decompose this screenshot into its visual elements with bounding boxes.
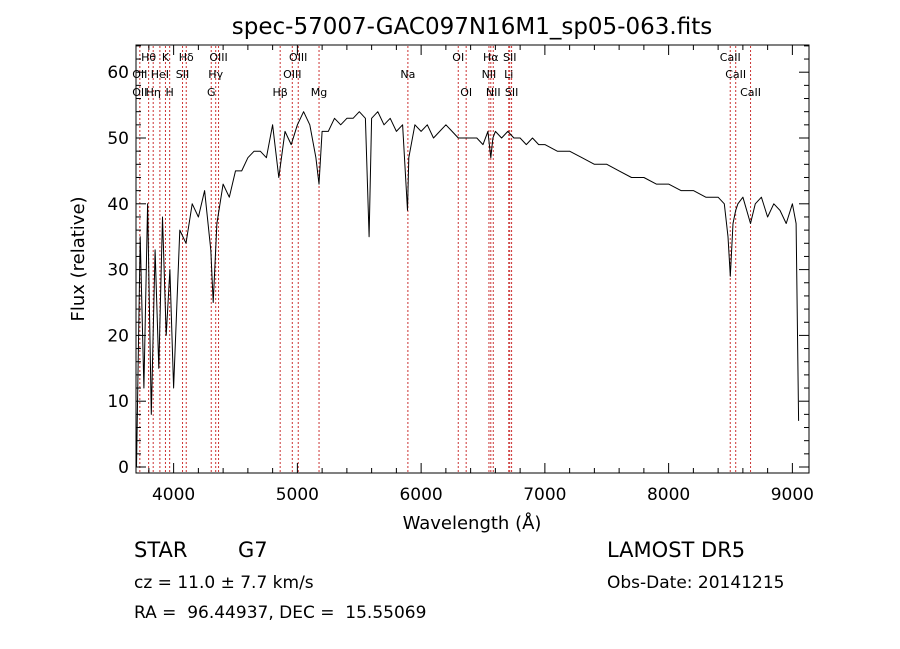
observation-date: Obs-Date: 20141215 (607, 573, 785, 593)
coordinates: RA = 96.44937, DEC = 15.55069 (134, 603, 427, 623)
x-tick-label-1: 5000 (276, 485, 319, 505)
x-axis-label: Wavelength (Å) (403, 512, 542, 534)
line-label-7: SII (503, 51, 516, 64)
y-tick-label-0: 0 (118, 458, 129, 478)
line-label-10: HeI (151, 68, 169, 81)
line-markers (139, 46, 752, 472)
spectrum-line (136, 111, 800, 468)
line-label-26: SII (505, 86, 518, 99)
survey-name: LAMOST DR5 (607, 538, 746, 562)
line-label-17: CaII (725, 68, 746, 81)
line-label-4: OIII (289, 51, 307, 64)
y-tick-label-4: 40 (107, 195, 129, 215)
line-label-23: Mg (311, 86, 327, 99)
redshift-value: cz = 11.0 ± 7.7 km/s (134, 573, 314, 593)
line-label-8: CaII (720, 51, 741, 64)
line-label-25: NII (486, 86, 501, 99)
line-label-5: OI (452, 51, 464, 64)
line-label-20: H (166, 86, 174, 99)
y-tick-label-3: 30 (107, 261, 129, 281)
line-label-15: NII (482, 68, 497, 81)
line-label-11: SII (176, 68, 189, 81)
y-tick-label-6: 60 (107, 63, 129, 83)
plot-frame (135, 44, 810, 474)
line-label-9: OII (132, 68, 147, 81)
spectrum-series (136, 111, 800, 468)
line-label-13: OIII (283, 68, 301, 81)
line-label-6: Hα (483, 51, 499, 64)
x-tick-label-3: 7000 (523, 485, 566, 505)
line-label-3: OIII (209, 51, 227, 64)
x-tick-label-0: 4000 (152, 485, 195, 505)
line-label-2: Hδ (179, 51, 194, 64)
line-label-1: K (162, 51, 170, 64)
line-label-16: Li (504, 68, 513, 81)
line-labels: Hθ K Hδ OIII OIII OI Hα SII CaII OII HeI SII Hγ OIII N… (132, 51, 761, 99)
y-tick-label-1: 10 (107, 392, 129, 412)
y-tick-label-2: 20 (107, 326, 129, 346)
line-label-0: Hθ (141, 51, 156, 64)
line-label-21: G (207, 86, 216, 99)
y-tick-label-5: 50 (107, 129, 129, 149)
line-label-27: CaII (740, 86, 761, 99)
y-axis-label: Flux (relative) (68, 196, 89, 321)
line-label-14: Na (400, 68, 415, 81)
line-label-19: Hη (146, 86, 161, 99)
x-tick-label-4: 8000 (647, 485, 690, 505)
object-subclass: G7 (238, 538, 268, 562)
tick-labels: 4000 5000 6000 7000 8000 9000 0 10 20 30 40 50 60 (107, 63, 814, 505)
line-label-12: Hγ (208, 68, 223, 81)
line-label-22: Hβ (273, 86, 288, 99)
object-class: STAR (134, 538, 188, 562)
axis-ticks (136, 45, 809, 473)
x-tick-label-2: 6000 (399, 485, 442, 505)
x-tick-label-5: 9000 (771, 485, 814, 505)
chart-title: spec-57007-GAC097N16M1_sp05-063.fits (232, 14, 712, 40)
line-label-24: OI (460, 86, 472, 99)
